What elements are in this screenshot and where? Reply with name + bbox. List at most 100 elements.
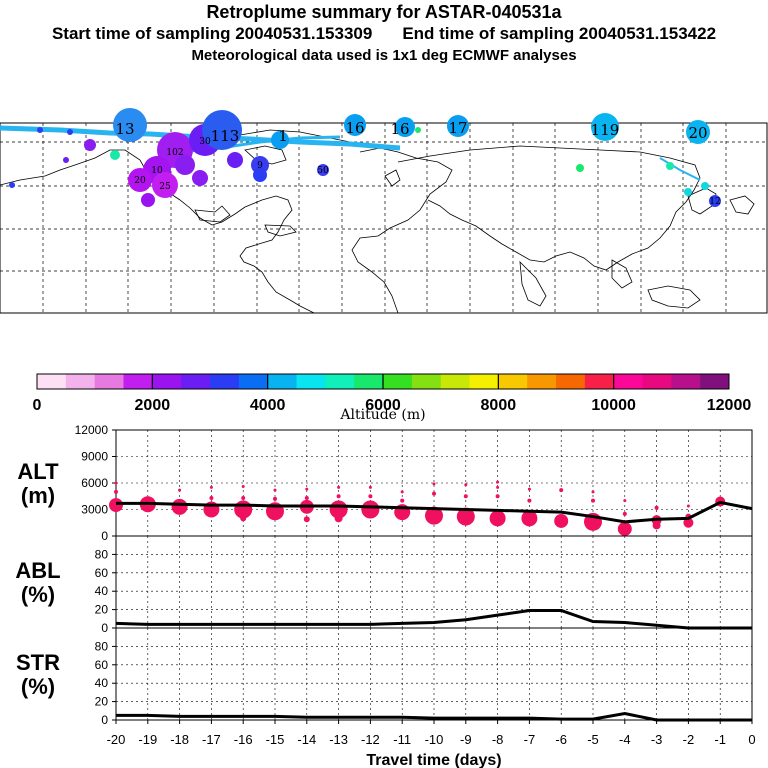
x-tick-label: -8 [492,732,504,747]
panel-y-label-name: ABL [15,558,60,583]
trajectory-cluster-marker [686,120,710,144]
altitude-cluster-marker [617,521,632,536]
colorbar-swatch [469,374,499,389]
altitude-cluster-marker [652,521,661,530]
trajectory-cluster-marker [84,139,96,151]
trajectory-cluster-marker [9,182,15,188]
panel-y-tick-label: 80 [95,547,109,561]
altitude-cluster-marker [114,481,118,485]
x-tick-label: -17 [202,732,221,747]
panel-y-label-name: ALT [17,459,59,484]
trajectory-label: 25 [159,182,171,192]
colorbar-swatch [700,374,730,389]
altitude-cluster-marker [456,507,475,526]
sampling-times: Start time of sampling 20040531.153309 En… [0,24,768,44]
trajectory-cluster-marker [271,131,289,149]
colorbar-swatch [671,374,701,389]
trajectory-label: 1 [278,127,288,145]
trajectory-cluster-marker [67,129,73,135]
colorbar-tick-label: 10000 [591,397,636,414]
x-axis-label: Travel time (days) [366,752,501,768]
colorbar-tick-label: 0 [33,397,42,414]
colorbar-tick-label: 8000 [481,397,517,414]
panel-y-tick-label: 3000 [81,503,108,517]
x-tick-label: -3 [651,732,663,747]
colorbar-swatch [411,374,442,389]
panel-y-tick-label: 20 [95,695,109,709]
trajectory-cluster-marker [175,155,195,175]
altitude-cluster-marker [463,494,468,499]
altitude-cluster-marker [489,510,506,527]
trajectory-cluster-marker [576,164,584,172]
colorbar-swatch [37,374,67,389]
panel-y-tick-label: 9000 [81,450,108,464]
panel-y-tick-label: 40 [95,584,109,598]
panel-y-label-unit: (%) [21,674,55,699]
trajectory-cluster-marker [415,127,421,133]
colorbar-tick-label: 2000 [135,397,171,414]
altitude-cluster-marker [273,496,277,501]
altitude-cluster-marker [527,487,531,491]
end-time-label: End time of sampling 20040531.153422 [402,24,717,43]
colorbar-swatch [556,374,586,389]
trajectory-label: 9 [257,161,263,171]
colorbar-swatch [527,374,557,389]
panel-y-tick-label: 60 [95,658,109,672]
colorbar-title: Altitude (m) [339,407,425,423]
panel-y-tick-label: 40 [95,676,109,690]
altitude-cluster-marker [591,498,595,503]
panel-str: 0 20 40 60 80 STR(%) [16,627,753,727]
trajectory-cluster-marker [701,182,709,190]
trajectory-cluster-marker [395,117,415,137]
trajectory-label: 119 [591,121,620,139]
colorbar-swatch [152,374,182,389]
panel-abl: 0 20 40 60 80 ABL(%) [15,535,753,635]
altitude-cluster-marker [303,516,310,523]
map-coastlines [0,129,755,314]
trajectory-label: 16 [345,119,364,137]
panel-y-tick-label: 20 [95,603,109,617]
colorbar-tick-label: 12000 [707,397,752,414]
map-grid [0,123,767,313]
altitude-cluster-marker [273,488,277,492]
colorbar-swatch [238,374,269,389]
str-fraction-line [116,712,752,722]
trajectory-label: 16 [390,120,409,138]
colorbar-swatch [325,374,355,389]
colorbar-tick-label: 4000 [250,397,286,414]
altitude-cluster-marker [209,485,213,489]
abl-fraction-line [115,609,752,630]
altitude-cluster-marker [683,517,694,528]
trajectory-cluster-marker [709,195,721,207]
altitude-cluster-marker [686,504,690,508]
trajectory-cluster-marker [63,157,69,163]
colorbar-swatch [181,374,211,389]
x-tick-label: -5 [587,732,599,747]
colorbar-swatch [383,374,413,389]
altitude-cluster-marker [336,494,341,499]
x-tick-label: -18 [170,732,189,747]
trajectory-cluster-marker [128,168,152,192]
trajectory-cluster-marker [253,168,267,182]
altitude-mean-line [116,500,753,524]
altitude-cluster-marker [425,506,443,525]
colorbar-swatch [65,374,96,389]
altitude-cluster-marker [178,488,182,492]
panel-y-tick-label: 80 [95,639,109,653]
altitude-cluster-marker [337,485,341,489]
trajectory-label: 10 [151,166,163,176]
altitude-cluster-marker [305,487,309,491]
altitude-cluster-marker [241,496,246,501]
altitude-cluster-marker [241,485,245,489]
trajectory-line-east [659,157,701,181]
trajectory-cluster-marker [684,188,692,196]
panel-y-tick-label: 6000 [81,476,108,490]
x-tick-label: 0 [748,732,755,747]
altitude-cluster-marker [464,483,468,487]
colorbar-swatch [354,374,384,389]
trajectory-cluster-marker [227,152,243,168]
trajectory-label: 13 [115,120,134,138]
altitude-cluster-marker [527,498,532,503]
trajectory-label: 20 [134,176,146,186]
altitude-cluster-marker [361,500,380,519]
